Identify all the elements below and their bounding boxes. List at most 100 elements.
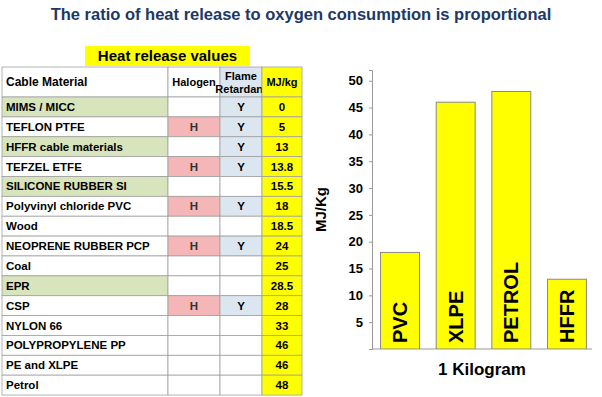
y-axis-title: MJ/Kg <box>312 187 329 232</box>
tick-mark <box>369 215 372 216</box>
cell-text: 46 <box>276 339 289 351</box>
tick-mark <box>369 134 372 135</box>
cell-text: 46 <box>276 359 289 371</box>
tick: 50 <box>349 73 372 88</box>
header-cell <box>262 67 302 97</box>
tick-label: 50 <box>349 73 363 88</box>
cell <box>2 375 168 395</box>
cell-text: Y <box>237 101 245 113</box>
cell <box>220 236 262 256</box>
cell <box>262 276 302 296</box>
cell <box>262 176 302 196</box>
cell-text: 33 <box>276 320 289 332</box>
cell-text: 48 <box>276 379 289 391</box>
category-label: PVC <box>389 302 411 343</box>
cell <box>262 97 302 117</box>
cell <box>262 316 302 336</box>
tick: 25 <box>349 208 372 223</box>
cell-text: 15.5 <box>271 180 294 192</box>
cell-text: 25 <box>276 260 289 272</box>
canvas: The ratio of heat release to oxygen cons… <box>0 0 602 397</box>
cell-text: 13 <box>276 141 289 153</box>
category-label: HFFR <box>556 289 578 343</box>
cell-text: Petrol <box>6 379 39 391</box>
cell <box>220 375 262 395</box>
tick: 20 <box>349 234 372 249</box>
table-title: Heat release values <box>98 47 237 64</box>
category-labels: PVCXLPEPETROLHFFR <box>389 262 578 343</box>
cell <box>262 355 302 375</box>
cell <box>262 137 302 157</box>
cell-text: CSP <box>6 300 30 312</box>
cell-text: Coal <box>6 260 31 272</box>
cell-text: EPR <box>6 280 30 292</box>
cell-text: Y <box>237 240 245 252</box>
cell-text: Y <box>237 300 245 312</box>
cell <box>2 196 168 216</box>
cell-text: 28.5 <box>271 280 294 292</box>
cell-text: HFFR cable materials <box>6 141 123 153</box>
cell-text: H <box>190 300 198 312</box>
cell <box>220 117 262 137</box>
cell <box>168 256 220 276</box>
cell <box>2 157 168 177</box>
cell-text: H <box>190 240 198 252</box>
cell-text: 0 <box>279 101 285 113</box>
bar <box>492 91 531 349</box>
tick: 35 <box>349 154 372 169</box>
cell <box>220 216 262 236</box>
x-axis-title: 1 Kilogram <box>438 360 526 379</box>
cell-text: NEOPRENE RUBBER PCP <box>6 240 150 252</box>
tick-label: 30 <box>349 181 363 196</box>
cell <box>220 296 262 316</box>
cell <box>262 236 302 256</box>
tick-label: 40 <box>349 127 363 142</box>
cell <box>220 276 262 296</box>
category-label: XLPE <box>445 291 467 343</box>
cell-text: PE and XLPE <box>6 359 79 371</box>
cell <box>262 216 302 236</box>
cell-text: Y <box>237 121 245 133</box>
header-text: Cable Material <box>6 75 87 89</box>
header-cell <box>2 67 168 97</box>
header-text: Halogen <box>172 76 216 88</box>
header-text: MJ/kg <box>266 76 297 88</box>
cell <box>2 256 168 276</box>
cell-text: 13.8 <box>271 161 294 173</box>
cell-text: Y <box>237 141 245 153</box>
cell <box>2 236 168 256</box>
title: The ratio of heat release to oxygen cons… <box>51 5 552 23</box>
cell-text: H <box>190 121 198 133</box>
cell <box>168 316 220 336</box>
tick: 30 <box>349 181 372 196</box>
cell <box>2 137 168 157</box>
cell <box>262 157 302 177</box>
tick: 10 <box>349 288 372 303</box>
cell-text: MIMS / MICC <box>6 101 75 113</box>
cell <box>168 276 220 296</box>
tick-label: 45 <box>349 100 363 115</box>
cell-text: TEFZEL ETFE <box>6 161 82 173</box>
tick-mark <box>369 81 372 82</box>
table: Heat release values Cable Material Halogen… <box>2 46 302 395</box>
cell-text: 5 <box>279 121 286 133</box>
cell <box>2 355 168 375</box>
cell <box>262 296 302 316</box>
cell-text: TEFLON PTFE <box>6 121 85 133</box>
tick-mark <box>369 108 372 109</box>
tick-label: 35 <box>349 154 363 169</box>
cell <box>168 176 220 196</box>
cell <box>2 117 168 137</box>
cell-text: NYLON 66 <box>6 320 62 332</box>
cell <box>262 256 302 276</box>
page: The ratio of heat release to oxygen cons… <box>0 0 602 397</box>
cell <box>220 355 262 375</box>
cell <box>168 137 220 157</box>
cell <box>168 375 220 395</box>
cell <box>2 216 168 236</box>
tick-mark <box>369 161 372 162</box>
cell <box>2 316 168 336</box>
cell <box>168 97 220 117</box>
cell <box>2 276 168 296</box>
cell <box>220 196 262 216</box>
